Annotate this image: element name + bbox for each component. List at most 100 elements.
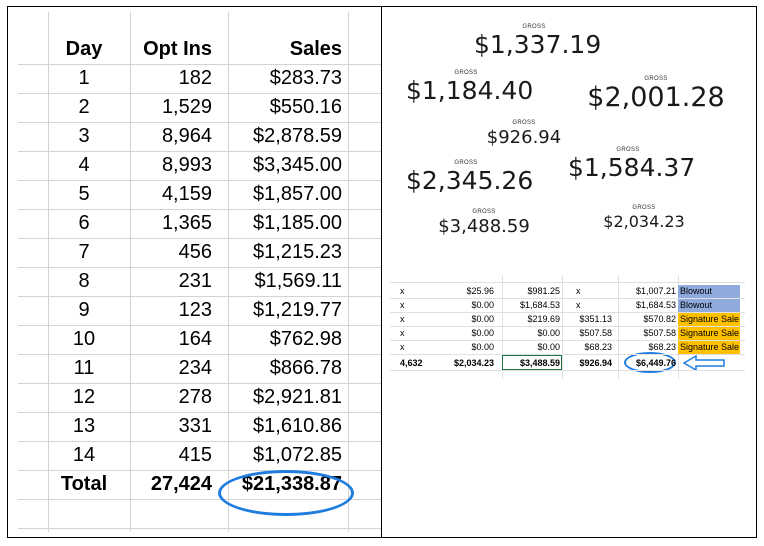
snippet-total-cell[interactable]: $2,034.23 (453, 358, 494, 368)
gross-label: GROSS (454, 70, 478, 76)
selected-cell[interactable] (502, 355, 562, 370)
snippet-cell[interactable]: $1,684.53 (519, 300, 560, 310)
gross-tile: GROSS $2,345.26 (406, 159, 533, 195)
opt-ins-cell[interactable]: 234 (120, 354, 217, 384)
snippet-cell[interactable]: $570.82 (643, 314, 676, 324)
snippet-cell[interactable]: $351.13 (579, 314, 612, 324)
sales-cell[interactable]: $1,185.00 (217, 209, 347, 239)
opt-ins-cell[interactable]: 123 (120, 296, 217, 326)
snippet-cell[interactable]: x (400, 328, 405, 338)
snippet-total-cell[interactable]: $6,449.76 (635, 358, 676, 368)
opt-ins-cell[interactable]: 278 (120, 383, 217, 413)
table-row: 8 231 $1,569.11 (18, 267, 381, 297)
snippet-cell[interactable]: $0.00 (471, 300, 494, 310)
header-opt-ins[interactable]: Opt Ins (120, 35, 217, 65)
sales-cell[interactable]: $1,610.86 (217, 412, 347, 442)
opt-ins-cell[interactable]: 456 (120, 238, 217, 268)
snippet-cell[interactable]: x (400, 286, 405, 296)
day-cell[interactable]: 9 (48, 296, 120, 326)
snippet-cell[interactable]: $0.00 (471, 314, 494, 324)
opt-ins-cell[interactable]: 415 (120, 441, 217, 471)
gross-tile: GROSS $1,337.19 (474, 23, 601, 59)
gross-label: GROSS (644, 76, 668, 82)
sales-cell[interactable]: $283.73 (217, 64, 347, 94)
snippet-cell[interactable]: $68.23 (648, 342, 676, 352)
table-row: 3 8,964 $2,878.59 (18, 122, 381, 152)
snippet-cell[interactable]: $507.58 (643, 328, 676, 338)
day-cell[interactable]: 4 (48, 151, 120, 181)
snippet-total-cell[interactable]: $926.94 (579, 358, 612, 368)
sales-cell[interactable]: $1,215.23 (217, 238, 347, 268)
snippet-total-cell[interactable]: 4,632 (400, 358, 423, 368)
day-cell[interactable]: 12 (48, 383, 120, 413)
sales-cell[interactable]: $3,345.00 (217, 151, 347, 181)
opt-ins-cell[interactable]: 164 (120, 325, 217, 355)
opt-ins-cell[interactable]: 1,529 (120, 93, 217, 123)
snippet-cell[interactable]: $219.69 (527, 314, 560, 324)
snippet-cell[interactable]: $0.00 (537, 328, 560, 338)
gross-label: GROSS (522, 24, 546, 30)
total-opt-ins[interactable]: 27,424 (120, 470, 217, 500)
sales-cell[interactable]: $1,569.11 (217, 267, 347, 297)
total-highlight-circle (218, 470, 354, 516)
sales-cell[interactable]: $1,072.85 (217, 441, 347, 471)
table-row: 11 234 $866.78 (18, 354, 381, 384)
header-sales[interactable]: Sales (217, 35, 347, 65)
snippet-cell[interactable]: x (400, 300, 405, 310)
sales-cell[interactable]: $866.78 (217, 354, 347, 384)
table-row: 5 4,159 $1,857.00 (18, 180, 381, 210)
day-cell[interactable]: 8 (48, 267, 120, 297)
day-cell[interactable]: 2 (48, 93, 120, 123)
snippet-cell[interactable]: $1,007.21 (635, 286, 676, 296)
snippet-cell[interactable]: $0.00 (471, 342, 494, 352)
day-cell[interactable]: 5 (48, 180, 120, 210)
clipped-row (390, 275, 745, 283)
gross-label: GROSS (632, 205, 656, 211)
snippet-cell[interactable]: $981.25 (527, 286, 560, 296)
sales-cell[interactable]: $2,878.59 (217, 122, 347, 152)
opt-ins-cell[interactable]: 4,159 (120, 180, 217, 210)
opt-ins-cell[interactable]: 1,365 (120, 209, 217, 239)
day-cell[interactable]: 11 (48, 354, 120, 384)
day-cell[interactable]: 6 (48, 209, 120, 239)
sale-type-cell[interactable]: Blowout (678, 285, 740, 298)
snippet-cell[interactable]: $25.96 (466, 286, 494, 296)
snippet-cell[interactable]: $1,684.53 (635, 300, 676, 310)
snippet-cell[interactable]: x (576, 286, 581, 296)
snippet-cell[interactable]: x (400, 314, 405, 324)
sale-type-cell[interactable]: Blowout (678, 299, 740, 312)
sales-cell[interactable]: $550.16 (217, 93, 347, 123)
snippet-cell[interactable]: $0.00 (471, 328, 494, 338)
table-row: 2 1,529 $550.16 (18, 93, 381, 123)
sale-type-cell[interactable]: Signature Sale (678, 327, 740, 340)
total-highlight-circle (624, 352, 676, 373)
opt-ins-cell[interactable]: 8,993 (120, 151, 217, 181)
day-cell[interactable]: 10 (48, 325, 120, 355)
snippet-cell[interactable]: x (400, 342, 405, 352)
snippet-row: x $0.00 $0.00 $507.58 $507.58 Signature Sale (390, 327, 745, 341)
sales-cell[interactable]: $1,219.77 (217, 296, 347, 326)
total-label[interactable]: Total (48, 470, 120, 500)
day-cell[interactable]: 1 (48, 64, 120, 94)
gross-tile: GROSS $2,034.23 (594, 204, 694, 232)
snippet-cell[interactable]: $68.23 (584, 342, 612, 352)
sales-cell[interactable]: $762.98 (217, 325, 347, 355)
snippet-cell[interactable]: $507.58 (579, 328, 612, 338)
opt-ins-cell[interactable]: 8,964 (120, 122, 217, 152)
day-cell[interactable]: 3 (48, 122, 120, 152)
snippet-row: x $0.00 $0.00 $68.23 $68.23 Signature Sale (390, 341, 745, 355)
sale-type-cell[interactable]: Signature Sale (678, 341, 740, 354)
sales-cell[interactable]: $1,857.00 (217, 180, 347, 210)
snippet-total-cell[interactable]: $3,488.59 (519, 358, 560, 368)
snippet-cell[interactable]: $0.00 (537, 342, 560, 352)
opt-ins-cell[interactable]: 182 (120, 64, 217, 94)
day-cell[interactable]: 7 (48, 238, 120, 268)
day-cell[interactable]: 13 (48, 412, 120, 442)
sale-type-cell[interactable]: Signature Sale (678, 313, 740, 326)
header-day[interactable]: Day (48, 35, 120, 65)
opt-ins-cell[interactable]: 331 (120, 412, 217, 442)
day-cell[interactable]: 14 (48, 441, 120, 471)
sales-cell[interactable]: $2,921.81 (217, 383, 347, 413)
opt-ins-cell[interactable]: 231 (120, 267, 217, 297)
snippet-cell[interactable]: x (576, 300, 581, 310)
